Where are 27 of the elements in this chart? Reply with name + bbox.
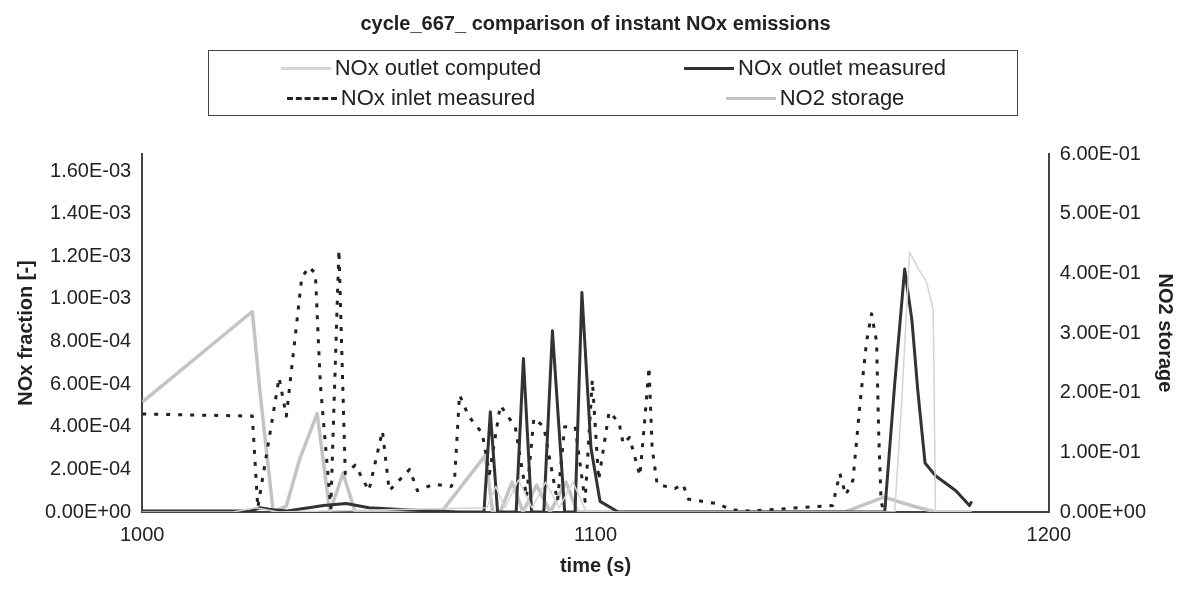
x-tick-label: 1200: [1026, 522, 1072, 545]
chart-title: cycle_667_ comparison of instant NOx emissions: [360, 11, 831, 34]
y-tick-label: 1.20E-03: [50, 243, 132, 266]
y-tick-label: 1.40E-03: [50, 201, 132, 224]
y-tick-label: 2.00E-04: [50, 456, 132, 479]
y-tick-label: 1.00E-03: [50, 286, 132, 309]
y2-tick-label: 1.00E-01: [1059, 439, 1141, 462]
y2-tick-label: 5.00E-01: [1059, 201, 1141, 224]
x-axis-title: time (s): [559, 553, 632, 576]
x-tick-label: 1100: [573, 522, 618, 545]
y-tick-label: 8.00E-04: [50, 329, 132, 352]
y-tick-label: 1.60E-03: [50, 158, 132, 181]
y-tick-label: 6.00E-04: [50, 371, 132, 394]
legend-label: NO2 storage: [779, 85, 905, 111]
y2-tick-label: 6.00E-01: [1059, 141, 1141, 164]
y-axis-title: NOx fraction [-]: [13, 260, 36, 406]
legend-label: NOx outlet measured: [738, 55, 946, 81]
y2-tick-label: 0.00E+00: [1059, 499, 1147, 522]
y2-tick-label: 2.00E-01: [1059, 380, 1141, 403]
legend-label: NOx outlet computed: [334, 55, 542, 81]
legend-label: NOx inlet measured: [340, 85, 536, 111]
x-tick-label: 1000: [119, 522, 165, 545]
y2-tick-label: 3.00E-01: [1059, 320, 1141, 343]
y-tick-label: 0.00E+00: [44, 499, 132, 522]
y2-tick-label: 4.00E-01: [1059, 260, 1141, 283]
y-tick-label: 4.00E-04: [50, 414, 132, 437]
y2-axis-title: NO2 storage: [1155, 273, 1178, 393]
